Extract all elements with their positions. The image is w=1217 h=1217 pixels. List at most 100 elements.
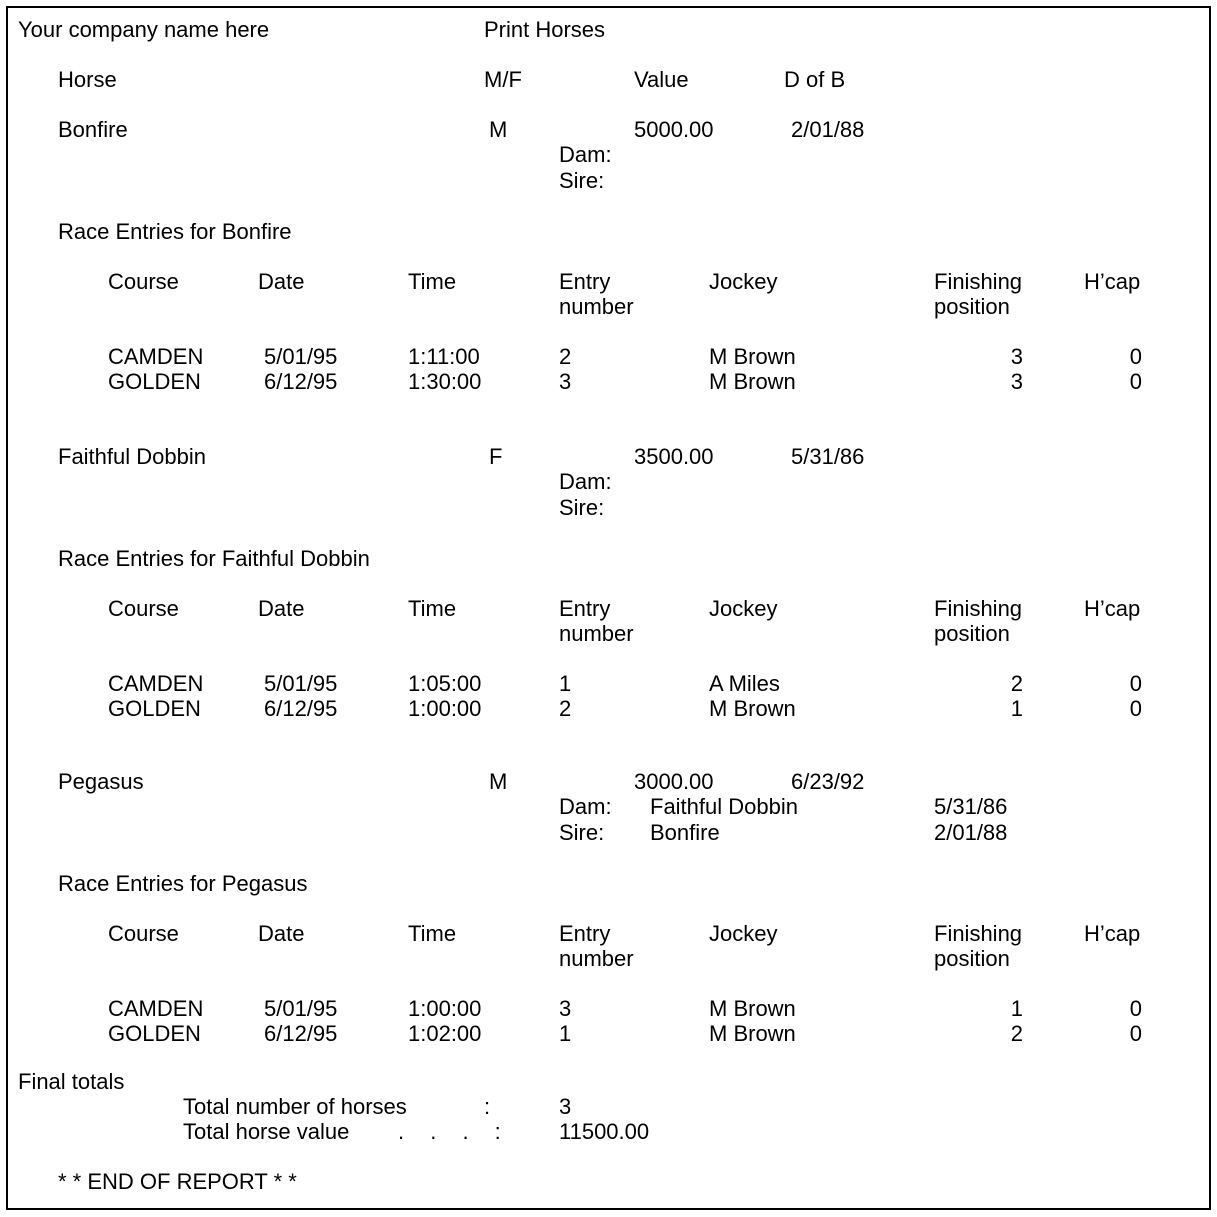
race-course: CAMDEN	[108, 344, 204, 369]
race-column-header: Finishing position	[934, 921, 1023, 971]
report-frame	[6, 6, 1211, 1210]
race-position: 3	[1010, 369, 1023, 394]
sire-label: Sire:	[559, 168, 605, 193]
race-position: 3	[1010, 344, 1023, 369]
race-course: CAMDEN	[108, 671, 204, 696]
race-course: GOLDEN	[108, 369, 201, 394]
race-course: GOLDEN	[108, 1021, 201, 1046]
report-footer: * * END OF REPORT * *	[58, 1169, 297, 1194]
race-hcap: 0	[1129, 1021, 1142, 1046]
race-column-header: H’cap	[1084, 269, 1141, 294]
race-entry: 3	[559, 996, 572, 1021]
race-date: 5/01/95	[264, 344, 338, 369]
entries-title: Race Entries for Bonfire	[58, 219, 292, 244]
race-jockey: M Brown	[709, 996, 796, 1021]
horse-dob: 5/31/86	[791, 444, 865, 469]
totals-separator: :	[484, 1094, 491, 1119]
race-entry: 3	[559, 369, 572, 394]
race-position: 2	[1010, 1021, 1023, 1046]
entries-title: Race Entries for Pegasus	[58, 871, 308, 896]
report-title: Print Horses	[484, 17, 606, 42]
race-course: GOLDEN	[108, 696, 201, 721]
dam-name: Faithful Dobbin	[650, 794, 798, 819]
race-time: 1:02:00	[408, 1021, 482, 1046]
race-column-header: Finishing position	[934, 596, 1023, 646]
entries-title: Race Entries for Faithful Dobbin	[58, 546, 370, 571]
race-column-header: Finishing position	[934, 269, 1023, 319]
race-column-header: Time	[408, 269, 457, 294]
race-column-header: Date	[258, 921, 305, 946]
horse-value: 5000.00	[634, 117, 714, 142]
totals-value: 3	[559, 1094, 572, 1119]
column-header: M/F	[484, 67, 522, 92]
race-time: 1:00:00	[408, 696, 482, 721]
race-hcap: 0	[1129, 344, 1142, 369]
race-hcap: 0	[1129, 696, 1142, 721]
race-entry: 2	[559, 696, 572, 721]
race-column-header: Entry number	[559, 269, 634, 319]
race-position: 1	[1010, 996, 1023, 1021]
race-position: 1	[1010, 696, 1023, 721]
dam-label: Dam:	[559, 794, 612, 819]
race-jockey: A Miles	[709, 671, 780, 696]
horse-sex: M	[489, 769, 508, 794]
race-column-header: Entry number	[559, 596, 634, 646]
horse-sex: F	[489, 444, 503, 469]
horse-sex: M	[489, 117, 508, 142]
race-column-header: Jockey	[709, 596, 778, 621]
dam-dob: 5/31/86	[934, 794, 1008, 819]
sire-dob: 2/01/88	[934, 820, 1008, 845]
race-column-header: Time	[408, 596, 457, 621]
horse-name: Faithful Dobbin	[58, 444, 206, 469]
race-date: 6/12/95	[264, 369, 338, 394]
totals-title: Final totals	[18, 1069, 125, 1094]
column-header: D of B	[784, 67, 846, 92]
race-jockey: M Brown	[709, 1021, 796, 1046]
sire-name: Bonfire	[650, 820, 720, 845]
horse-value: 3500.00	[634, 444, 714, 469]
horse-name: Bonfire	[58, 117, 128, 142]
race-column-header: Date	[258, 596, 305, 621]
race-time: 1:11:00	[408, 344, 480, 369]
column-header: Horse	[58, 67, 117, 92]
dam-label: Dam:	[559, 142, 612, 167]
race-column-header: Course	[108, 596, 179, 621]
race-column-header: Entry number	[559, 921, 634, 971]
race-course: CAMDEN	[108, 996, 204, 1021]
race-entry: 2	[559, 344, 572, 369]
race-column-header: Jockey	[709, 921, 778, 946]
race-column-header: H’cap	[1084, 596, 1141, 621]
race-date: 5/01/95	[264, 996, 338, 1021]
race-column-header: Date	[258, 269, 305, 294]
race-jockey: M Brown	[709, 369, 796, 394]
dam-label: Dam:	[559, 469, 612, 494]
race-column-header: Course	[108, 269, 179, 294]
race-hcap: 0	[1129, 996, 1142, 1021]
race-hcap: 0	[1129, 369, 1142, 394]
totals-label: Total horse value	[183, 1119, 350, 1144]
race-entry: 1	[559, 671, 572, 696]
race-column-header: Time	[408, 921, 457, 946]
race-date: 6/12/95	[264, 1021, 338, 1046]
horse-dob: 6/23/92	[791, 769, 865, 794]
horse-name: Pegasus	[58, 769, 144, 794]
race-date: 5/01/95	[264, 671, 338, 696]
horse-dob: 2/01/88	[791, 117, 865, 142]
race-time: 1:00:00	[408, 996, 482, 1021]
race-date: 6/12/95	[264, 696, 338, 721]
race-jockey: M Brown	[709, 344, 796, 369]
race-hcap: 0	[1129, 671, 1142, 696]
horse-value: 3000.00	[634, 769, 714, 794]
race-column-header: Jockey	[709, 269, 778, 294]
race-column-header: Course	[108, 921, 179, 946]
race-position: 2	[1010, 671, 1023, 696]
sire-label: Sire:	[559, 495, 605, 520]
race-jockey: M Brown	[709, 696, 796, 721]
totals-value: 11500.00	[559, 1119, 650, 1144]
race-entry: 1	[559, 1021, 572, 1046]
totals-label: Total number of horses	[183, 1094, 407, 1119]
totals-separator: . . . :	[398, 1119, 501, 1144]
race-column-header: H’cap	[1084, 921, 1141, 946]
company-name: Your company name here	[18, 17, 270, 42]
